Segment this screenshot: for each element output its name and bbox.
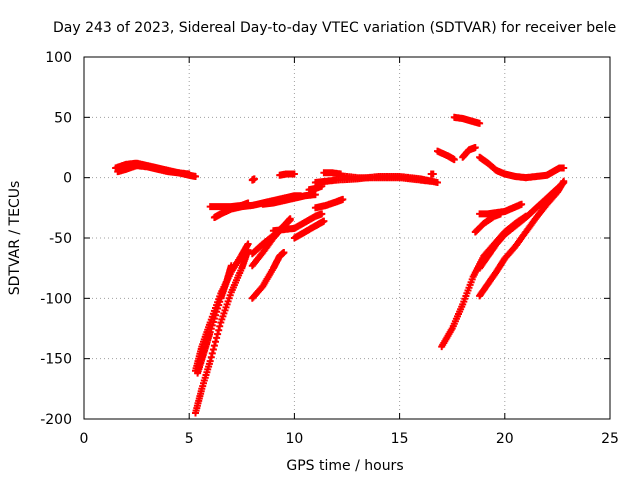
track <box>259 191 319 208</box>
x-tick-label: 25 <box>601 431 619 447</box>
track <box>248 249 288 302</box>
plus-markers <box>114 162 193 178</box>
plus-markers <box>305 182 326 194</box>
track <box>459 144 479 161</box>
plus-markers <box>476 153 568 182</box>
plus-markers <box>276 170 298 179</box>
y-tick-label: 100 <box>45 50 72 66</box>
x-axis-title: GPS time / hours <box>286 458 403 474</box>
track <box>311 195 347 212</box>
track <box>476 200 526 218</box>
track <box>248 175 258 184</box>
x-tick-label: 20 <box>496 431 514 447</box>
plus-markers <box>248 175 258 184</box>
x-tick-label: 5 <box>185 431 194 447</box>
track <box>194 262 235 377</box>
track <box>333 171 435 185</box>
plus-markers <box>248 215 294 270</box>
plus-markers <box>434 147 458 164</box>
y-tick-label: -100 <box>40 291 72 307</box>
y-tick-label: -150 <box>40 352 72 368</box>
plus-markers <box>311 195 347 212</box>
plus-markers <box>459 144 479 161</box>
y-axis-title: SDTVAR / TECUs <box>7 181 23 296</box>
track <box>450 113 484 127</box>
plus-markers <box>206 199 252 211</box>
chart-title: Day 243 of 2023, Sidereal Day-to-day VTE… <box>53 20 616 36</box>
track <box>114 162 193 178</box>
y-tick-label: 0 <box>63 171 72 187</box>
track <box>305 182 326 194</box>
plus-markers <box>476 200 526 218</box>
track <box>438 212 530 351</box>
track <box>276 170 298 179</box>
track <box>206 199 252 211</box>
y-tick-label: -200 <box>40 412 72 428</box>
track <box>427 170 437 178</box>
plot-frame <box>83 56 611 420</box>
plus-markers <box>450 113 484 127</box>
track <box>192 246 252 417</box>
x-tick-label: 15 <box>391 431 409 447</box>
plus-markers <box>438 212 530 351</box>
track <box>476 177 568 300</box>
data-points <box>112 113 568 417</box>
x-tick-label: 10 <box>285 431 303 447</box>
grid <box>84 57 610 419</box>
x-tick-label: 0 <box>80 431 89 447</box>
y-tick-label: -50 <box>49 231 72 247</box>
track <box>290 217 328 242</box>
track <box>476 153 568 182</box>
plus-markers <box>259 191 319 208</box>
y-tick-label: 50 <box>54 110 72 126</box>
plus-markers <box>427 170 437 178</box>
plus-markers <box>248 249 288 302</box>
plus-markers <box>194 262 235 377</box>
plus-markers <box>333 171 435 185</box>
plus-markers <box>290 217 328 242</box>
track <box>434 147 458 164</box>
plus-markers <box>192 246 252 417</box>
plus-markers <box>476 177 568 300</box>
track <box>248 215 294 270</box>
axis-ticks: 0 5 10 15 20 25 100 50 0 -50 -100 -150 -200 <box>40 50 619 447</box>
